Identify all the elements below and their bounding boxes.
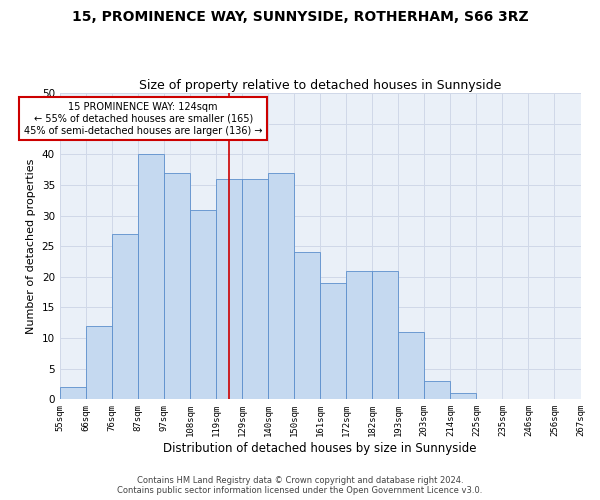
Bar: [294, 252, 320, 400]
Bar: [346, 270, 372, 400]
Bar: [86, 326, 112, 400]
Bar: [190, 210, 216, 400]
Bar: [216, 179, 242, 400]
Bar: [320, 283, 346, 400]
X-axis label: Distribution of detached houses by size in Sunnyside: Distribution of detached houses by size …: [163, 442, 477, 455]
Bar: [451, 393, 476, 400]
Title: Size of property relative to detached houses in Sunnyside: Size of property relative to detached ho…: [139, 79, 502, 92]
Bar: [60, 387, 86, 400]
Text: 15 PROMINENCE WAY: 124sqm
← 55% of detached houses are smaller (165)
45% of semi: 15 PROMINENCE WAY: 124sqm ← 55% of detac…: [24, 102, 262, 136]
Bar: [398, 332, 424, 400]
Bar: [112, 234, 138, 400]
Text: 15, PROMINENCE WAY, SUNNYSIDE, ROTHERHAM, S66 3RZ: 15, PROMINENCE WAY, SUNNYSIDE, ROTHERHAM…: [71, 10, 529, 24]
Bar: [138, 154, 164, 400]
Bar: [164, 173, 190, 400]
Text: Contains HM Land Registry data © Crown copyright and database right 2024.
Contai: Contains HM Land Registry data © Crown c…: [118, 476, 482, 495]
Bar: [268, 173, 294, 400]
Y-axis label: Number of detached properties: Number of detached properties: [26, 158, 36, 334]
Bar: [424, 381, 451, 400]
Bar: [372, 270, 398, 400]
Bar: [242, 179, 268, 400]
